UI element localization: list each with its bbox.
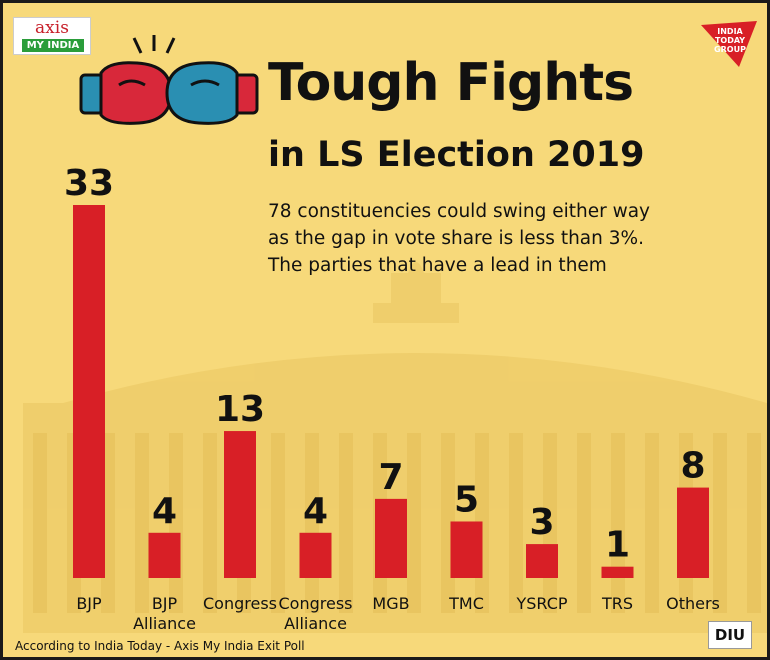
bar-congress-alliance — [299, 532, 332, 578]
bar-others — [677, 487, 709, 578]
data-label: 5 — [454, 479, 479, 520]
data-label: 4 — [152, 491, 177, 532]
bar-tmc — [450, 521, 483, 578]
axis-my-india-logo: axis MY INDIA — [13, 17, 91, 55]
subtitle-line: as the gap in vote share is less than 3%… — [268, 228, 644, 249]
data-label: 8 — [680, 446, 705, 487]
axis-logo-subword: MY INDIA — [22, 39, 84, 52]
axis-logo-word: axis — [35, 18, 69, 38]
subtitle-line: The parties that have a lead in them — [268, 255, 607, 276]
data-label: 3 — [529, 502, 554, 543]
category-label: Alliance — [133, 614, 196, 633]
title-line-1: Tough Fights — [268, 53, 634, 113]
subtitle-block: 78 constituencies could swing either way… — [268, 198, 748, 279]
category-label: YSRCP — [515, 594, 567, 613]
bar-mgb — [375, 498, 407, 578]
diu-logo: DIU — [708, 621, 752, 649]
bar-congress — [224, 431, 256, 578]
data-label: 7 — [378, 457, 403, 498]
title-line-2: in LS Election 2019 — [268, 135, 645, 175]
bar-bjp — [73, 205, 105, 578]
category-label: Congress — [203, 594, 277, 613]
category-label: BJP — [76, 594, 102, 613]
boxing-gloves-icon — [79, 35, 259, 125]
data-label: 1 — [605, 525, 630, 566]
bar-chart: 33BJP4BJPAlliance13Congress4CongressAlli… — [64, 163, 720, 633]
india-today-logo-text: INDIA TODAY GROUP — [714, 27, 746, 54]
bar-ysrcp — [526, 544, 558, 578]
category-label: TRS — [601, 594, 633, 613]
subtitle-line: 78 constituencies could swing either way — [268, 201, 650, 222]
bar-trs — [601, 566, 634, 578]
india-today-badge-shape — [701, 21, 757, 67]
india-today-group-logo: INDIA TODAY GROUP — [699, 19, 759, 69]
source-note: According to India Today - Axis My India… — [15, 639, 305, 653]
category-label: Alliance — [284, 614, 347, 633]
category-label: Congress — [279, 594, 353, 613]
bar-bjp-alliance — [148, 532, 181, 578]
category-label: MGB — [372, 594, 409, 613]
category-label: BJP — [152, 594, 178, 613]
data-label: 4 — [303, 491, 328, 532]
category-label: Others — [666, 594, 720, 613]
category-label: TMC — [448, 594, 484, 613]
data-label: 33 — [64, 163, 114, 204]
data-label: 13 — [215, 389, 265, 430]
